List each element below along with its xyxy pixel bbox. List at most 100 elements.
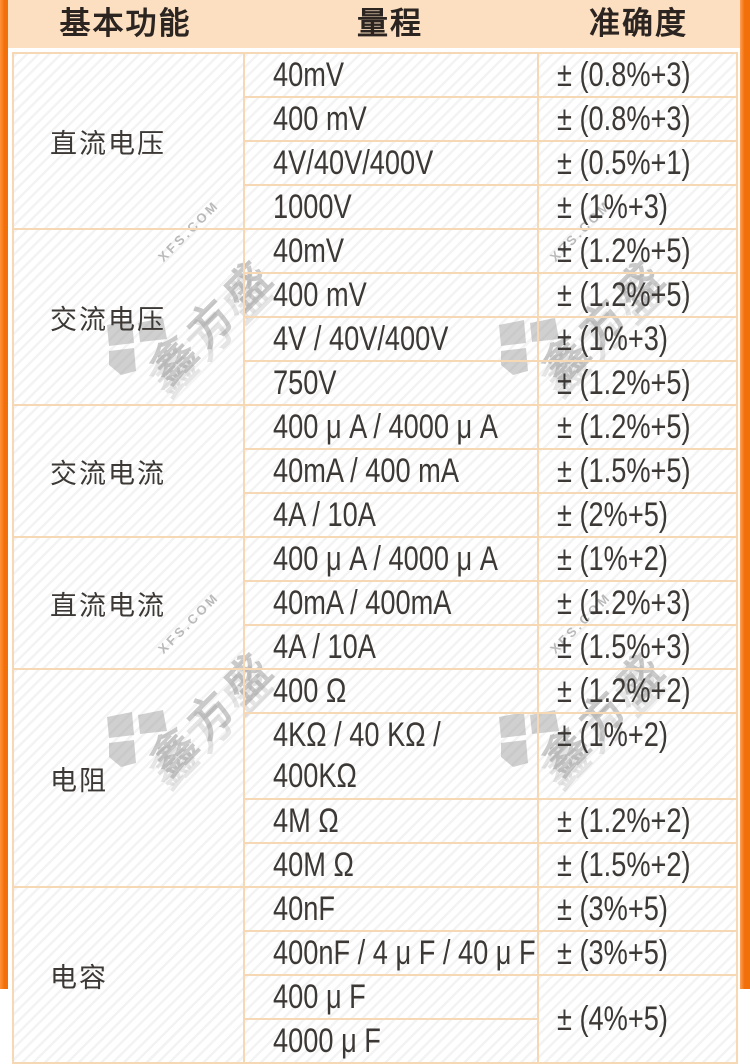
table-row: 电阻 400 Ω ± (1.2%+2) xyxy=(12,668,738,888)
function-cell: 直流电压 xyxy=(12,52,245,230)
table-row: 交流电流 400 μ A / 4000 μ A ± (1.2%+5) xyxy=(12,404,738,538)
accuracy-cell: ± (1.2%+5) xyxy=(537,360,738,406)
range-cell: 4V/40V/400V xyxy=(243,140,539,186)
table-row: 400 mV ± (1.2%+5) xyxy=(13,272,738,318)
table-row: 400nF / 4 μ F / 40 μ F ± (3%+5) xyxy=(13,930,738,976)
function-label: 电容 xyxy=(50,962,108,993)
accuracy-cell: ± (0.5%+1) xyxy=(537,140,738,186)
accuracy-cell: ± (3%+5) xyxy=(537,886,738,932)
range-cell: 4A / 10A xyxy=(243,492,539,538)
spec-table-container: 直流电压 40mV ± (0.8%+3) 400 mV ± (0.8%+3) 4V/40V… xyxy=(8,48,740,1064)
range-cell: 40mV xyxy=(243,228,539,274)
accuracy-cell: ± (1.2%+3) xyxy=(537,580,738,626)
function-cell: 交流电压 xyxy=(12,228,245,406)
table-row: 交流电压 40mV ± (1.2%+5) xyxy=(12,228,738,406)
table-row: 4V/40V/400V ± (0.5%+1) xyxy=(13,140,738,186)
accuracy-cell: ± (1%+3) xyxy=(537,316,738,362)
range-cell: 400 Ω xyxy=(243,668,539,714)
range-value: 4000 μ F xyxy=(273,1022,381,1060)
range-value: 40nF xyxy=(273,890,335,928)
table-row: 40mA / 400 mA ± (1.5%+5) xyxy=(13,448,738,494)
range-value: 40mV xyxy=(273,232,345,270)
accuracy-value: ± (1%+2) xyxy=(557,540,668,578)
accuracy-cell: ± (1.2%+2) xyxy=(537,798,738,844)
table-row: 4A / 10A ± (1.5%+3) xyxy=(13,624,738,670)
right-frame-border xyxy=(740,0,750,989)
table-row: 直流电压 40mV ± (0.8%+3) xyxy=(12,52,738,230)
accuracy-cell: ± (1%+2) xyxy=(537,536,738,582)
accuracy-cell: ± (4%+5) xyxy=(537,974,738,1064)
function-cell: 电容 xyxy=(12,886,245,1064)
range-value: 400 μ A / 4000 μ A xyxy=(273,540,498,578)
table-row: 750V ± (1.2%+5) xyxy=(13,360,738,406)
range-value: 4KΩ / 40 KΩ / 400KΩ xyxy=(273,716,441,795)
spec-table: 直流电压 40mV ± (0.8%+3) 400 mV ± (0.8%+3) 4V/40V… xyxy=(12,52,738,1064)
accuracy-value: ± (0.8%+3) xyxy=(557,56,691,94)
range-cell: 40mA / 400 mA xyxy=(243,448,539,494)
table-header-row: 基本功能 量程 准确度 xyxy=(8,0,740,48)
range-cell: 40M Ω xyxy=(243,842,539,888)
function-cell: 直流电流 xyxy=(12,536,245,670)
table-row: 4V / 40V/400V ± (1%+3) xyxy=(13,316,738,362)
range-cell: 4M Ω xyxy=(243,798,539,844)
function-label: 直流电流 xyxy=(50,590,166,621)
function-label: 交流电流 xyxy=(50,458,166,489)
accuracy-value: ± (1%+3) xyxy=(557,320,668,358)
accuracy-cell: ± (1.2%+5) xyxy=(537,272,738,318)
range-value: 750V xyxy=(273,364,337,402)
function-label: 直流电压 xyxy=(50,128,166,159)
range-value: 4V / 40V/400V xyxy=(273,320,449,358)
table-row: 40mA / 400mA ± (1.2%+3) xyxy=(13,580,738,626)
table-row: 4KΩ / 40 KΩ / 400KΩ ± (1%+2) xyxy=(13,712,738,800)
range-value: 4A / 10A xyxy=(273,496,376,534)
range-value: 400 mV xyxy=(273,100,367,138)
table-row: 电容 40nF ± (3%+5) xyxy=(12,886,738,1064)
range-cell: 1000V xyxy=(243,184,539,230)
range-cell: 400 μ A / 4000 μ A xyxy=(243,404,539,450)
left-frame-border xyxy=(0,0,8,989)
accuracy-cell: ± (1.2%+5) xyxy=(537,228,738,274)
function-label: 电阻 xyxy=(50,765,108,796)
range-value: 4A / 10A xyxy=(273,628,376,666)
range-cell: 400 mV xyxy=(243,272,539,318)
accuracy-cell: ± (1.2%+5) xyxy=(537,404,738,450)
function-cell: 电阻 xyxy=(12,668,245,888)
range-value: 40mA / 400 mA xyxy=(273,452,459,490)
header-range: 量程 xyxy=(357,6,423,41)
header-basic-function: 基本功能 xyxy=(59,6,192,41)
accuracy-value: ± (1.2%+2) xyxy=(557,802,691,840)
range-value: 400 μ F xyxy=(273,978,366,1016)
accuracy-cell: ± (2%+5) xyxy=(537,492,738,538)
accuracy-value: ± (3%+5) xyxy=(557,934,668,972)
range-value: 400 mV xyxy=(273,276,367,314)
function-label: 交流电压 xyxy=(50,304,166,335)
range-value: 400 μ A / 4000 μ A xyxy=(273,408,498,446)
range-value: 4V/40V/400V xyxy=(273,144,434,182)
accuracy-value: ± (1.2%+5) xyxy=(557,364,691,402)
range-value: 40mA / 400mA xyxy=(273,584,452,622)
range-cell: 40nF xyxy=(243,886,539,932)
range-cell: 400nF / 4 μ F / 40 μ F xyxy=(243,930,539,976)
accuracy-value: ± (1.5%+2) xyxy=(557,846,691,884)
range-value: 40M Ω xyxy=(273,846,354,884)
accuracy-value: ± (1.2%+5) xyxy=(557,232,691,270)
table-row: 4M Ω ± (1.2%+2) xyxy=(13,798,738,844)
range-cell: 4V / 40V/400V xyxy=(243,316,539,362)
range-cell: 400 mV xyxy=(243,96,539,142)
table-row: 40M Ω ± (1.5%+2) xyxy=(13,842,738,888)
accuracy-value: ± (1.5%+5) xyxy=(557,452,691,490)
range-cell: 400 μ A / 4000 μ A xyxy=(243,536,539,582)
range-cell: 40mA / 400mA xyxy=(243,580,539,626)
range-value: 1000V xyxy=(273,188,352,226)
range-value: 4M Ω xyxy=(273,802,339,840)
header-accuracy: 准确度 xyxy=(589,6,688,41)
accuracy-value: ± (1.2%+5) xyxy=(557,276,691,314)
accuracy-cell: ± (1.5%+3) xyxy=(537,624,738,670)
range-cell: 4KΩ / 40 KΩ / 400KΩ xyxy=(243,712,539,800)
accuracy-value: ± (0.5%+1) xyxy=(557,144,691,182)
table-row: 400 mV ± (0.8%+3) xyxy=(13,96,738,142)
accuracy-cell: ± (1.5%+5) xyxy=(537,448,738,494)
range-value: 40mV xyxy=(273,56,345,94)
accuracy-value: ± (1%+3) xyxy=(557,188,668,226)
